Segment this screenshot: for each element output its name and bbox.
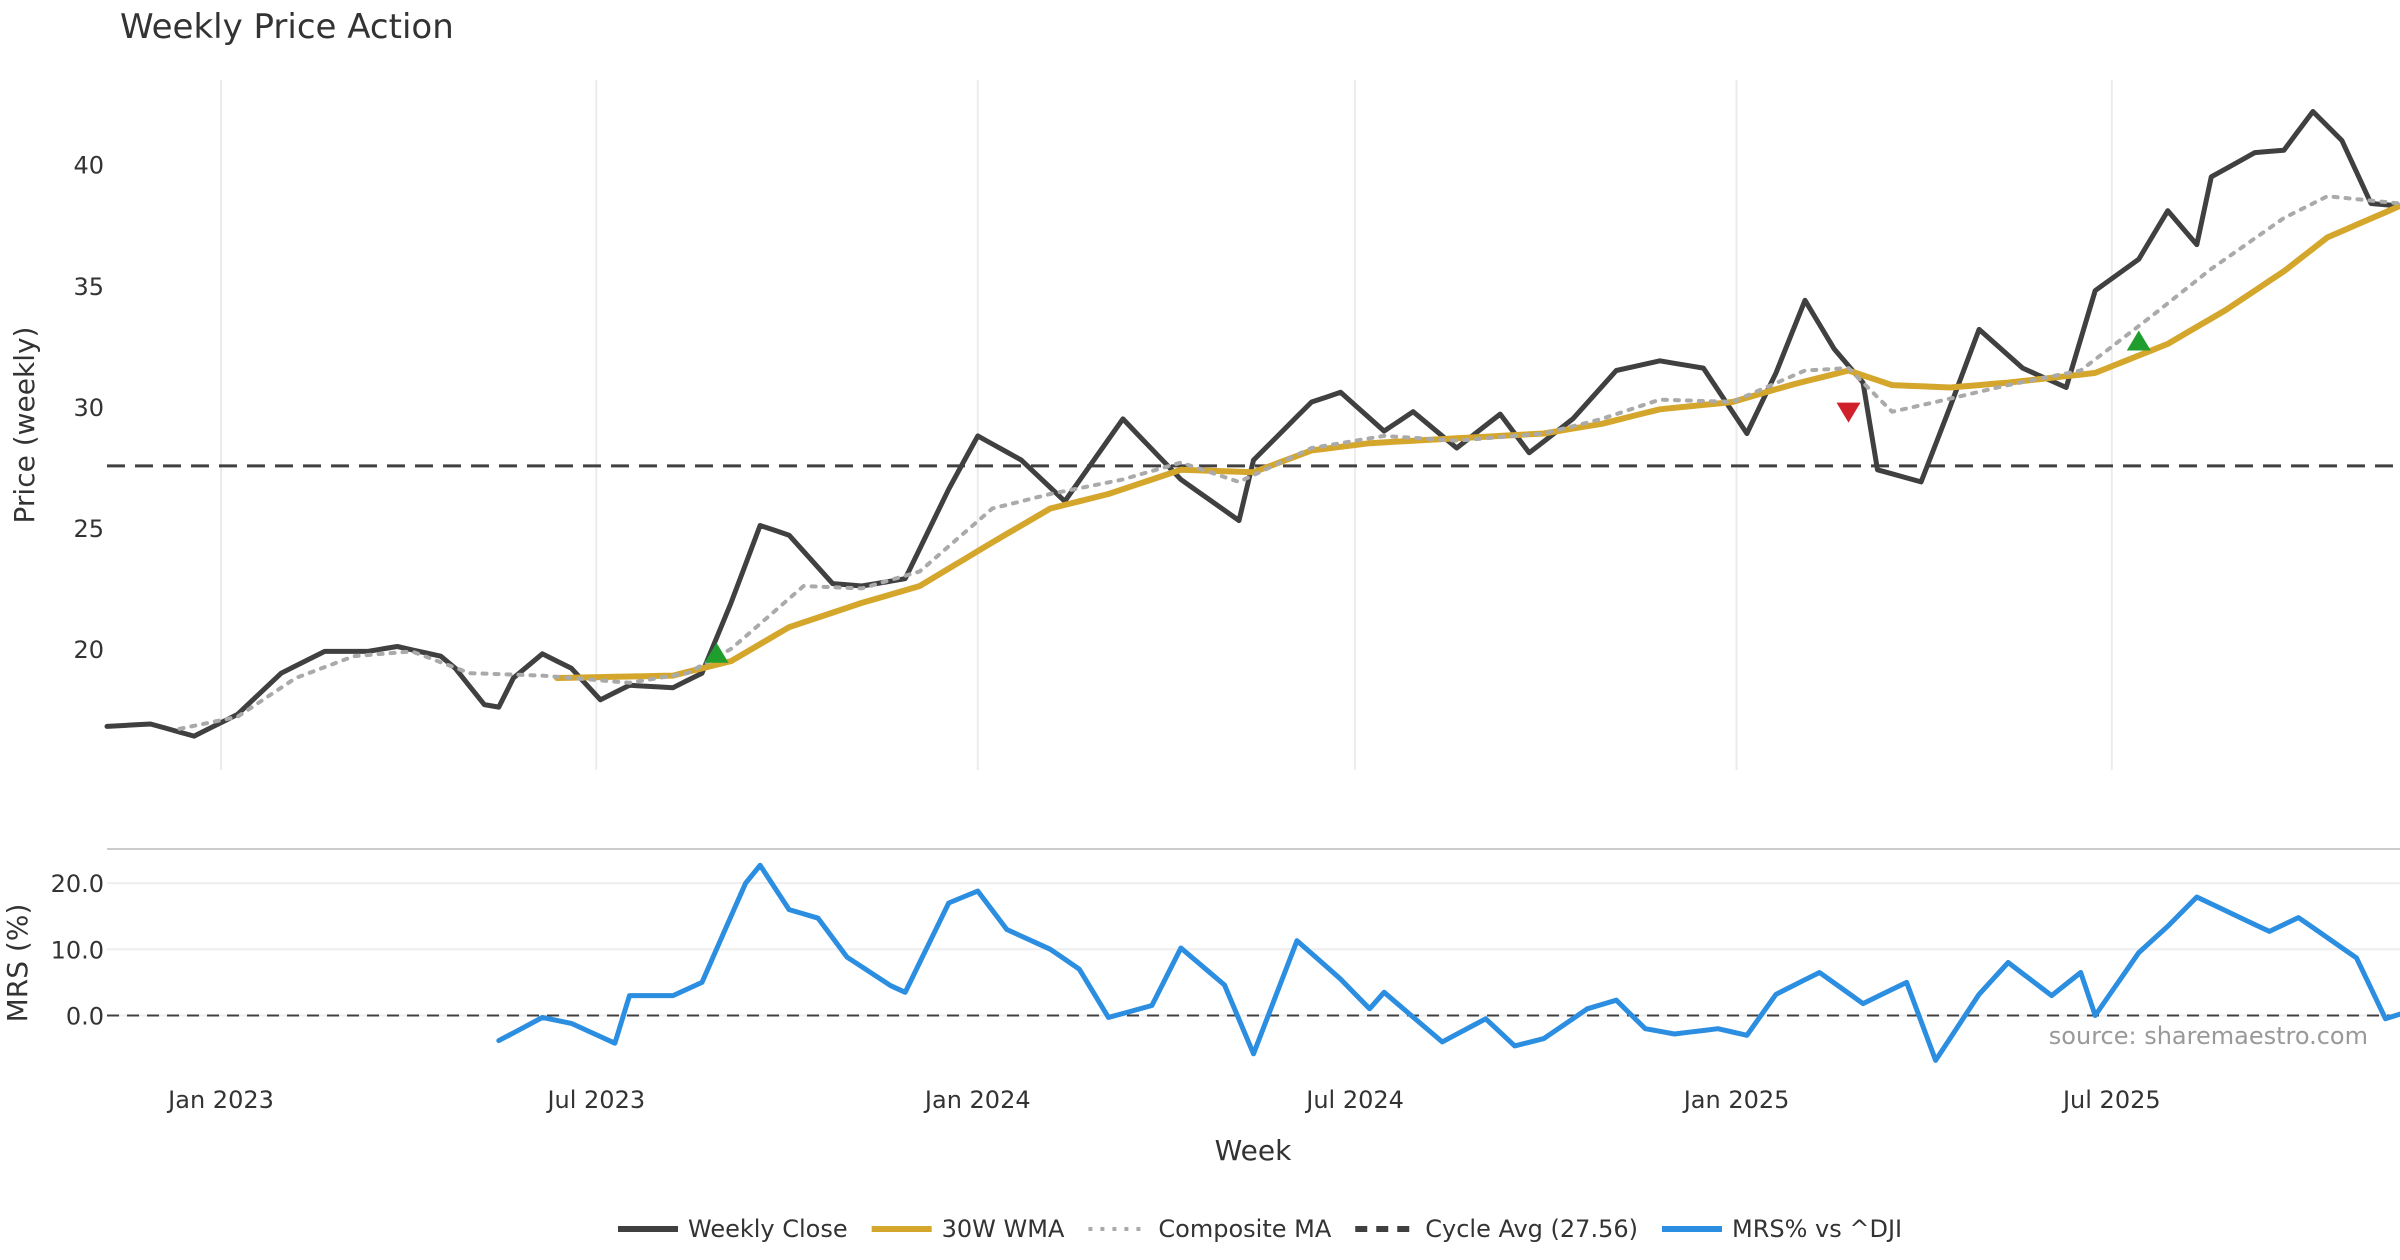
- price-series: [104, 109, 2400, 739]
- series-30w-wma: [553, 202, 2400, 681]
- price-y-tick-label: 20: [73, 636, 104, 664]
- mrs-series: [496, 862, 2400, 1063]
- mrs-grid: [107, 882, 2400, 1017]
- price-y-axis: 20 25 30 35 40: [73, 152, 104, 664]
- signal-markers: [704, 330, 2151, 663]
- price-y-tick-label: 25: [73, 515, 104, 543]
- legend: Weekly Close 30W WMA Composite MA Cycle Avg…: [618, 1215, 1902, 1243]
- x-axis-label: Week: [1215, 1134, 1292, 1167]
- x-tick-label: Jul 2024: [1304, 1086, 1404, 1114]
- series-weekly-close: [104, 109, 2400, 739]
- price-y-tick-label: 30: [73, 394, 104, 422]
- legend-item-label: Composite MA: [1158, 1215, 1331, 1243]
- sell-signal-marker: [1836, 402, 1861, 423]
- buy-signal-marker: [704, 642, 729, 663]
- x-tick-label: Jul 2025: [2061, 1086, 2161, 1114]
- chart-title: Weekly Price Action: [120, 7, 454, 47]
- x-tick-label: Jul 2023: [545, 1086, 645, 1114]
- price-y-tick-label: 35: [73, 273, 104, 301]
- price-y-label: Price (weekly): [8, 327, 41, 524]
- series-composite-ma: [177, 194, 2400, 731]
- source-note: source: sharemaestro.com: [2049, 1022, 2368, 1050]
- mrs-y-tick-label: 20.0: [51, 870, 104, 898]
- x-tick-label: Jan 2023: [166, 1086, 274, 1114]
- legend-item-label: Cycle Avg (27.56): [1425, 1215, 1638, 1243]
- mrs-y-axis: 20.0 10.0 0.0: [51, 870, 104, 1030]
- price-grid: [220, 80, 2113, 770]
- legend-item-label: 30W WMA: [942, 1215, 1065, 1243]
- mrs-y-tick-label: 10.0: [51, 936, 104, 964]
- legend-item-label: MRS% vs ^DJI: [1732, 1215, 1902, 1243]
- x-tick-label: Jan 2025: [1682, 1086, 1790, 1114]
- series-mrs-vs-dji: [496, 862, 2400, 1063]
- price-y-tick-label: 40: [73, 152, 104, 180]
- legend-item-label: Weekly Close: [688, 1215, 848, 1243]
- x-axis: Jan 2023 Jul 2023 Jan 2024 Jul 2024 Jan 2025…: [166, 1086, 2160, 1114]
- x-tick-label: Jan 2024: [923, 1086, 1031, 1114]
- mrs-y-label: MRS (%): [1, 904, 34, 1023]
- buy-signal-marker: [2126, 330, 2151, 351]
- mrs-y-tick-label: 0.0: [66, 1002, 104, 1030]
